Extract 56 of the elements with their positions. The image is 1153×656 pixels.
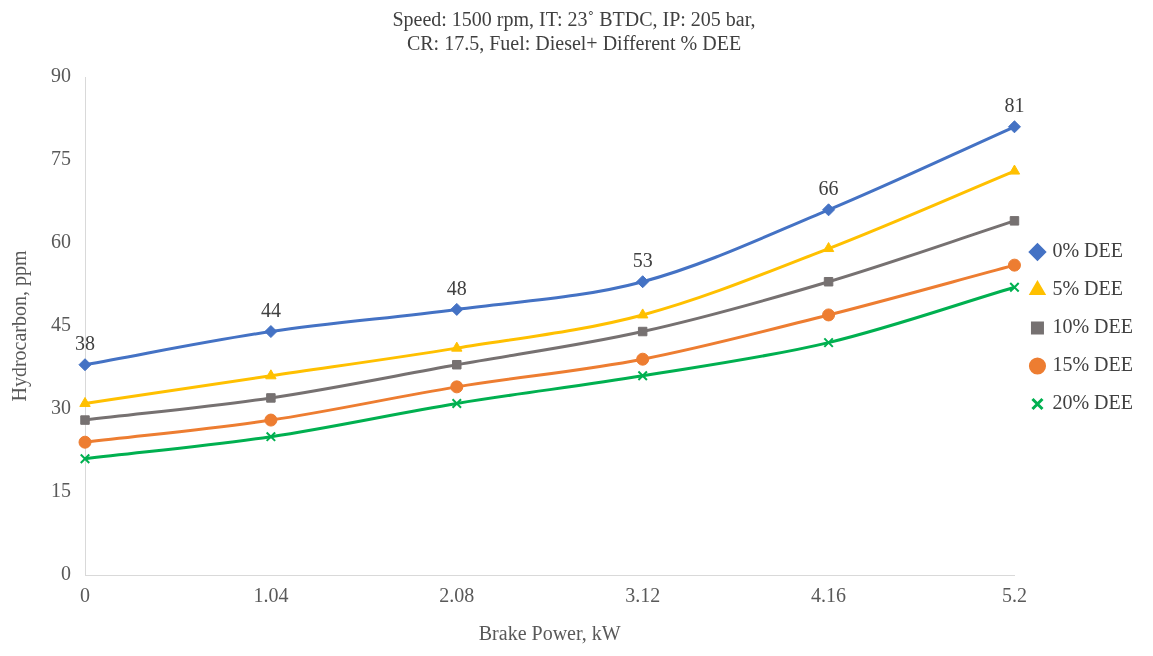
point [265, 431, 277, 442]
legend-label: 20% DEE [1052, 391, 1134, 414]
point [636, 275, 650, 289]
point [637, 326, 648, 337]
point [79, 453, 91, 465]
point [1007, 120, 1021, 134]
y-tick-label: 75 [51, 147, 71, 170]
y-axis-title: Hydrocarbon, ppm [8, 250, 32, 402]
point [1009, 216, 1020, 226]
point [637, 370, 648, 382]
point [822, 203, 836, 217]
point [1007, 258, 1021, 272]
y-tick-label: 45 [51, 313, 71, 336]
data-label: 48 [446, 276, 467, 299]
chart-title: Speed: 1500 rpm, IT: 23˚ BTDC, IP: 205 bar, CR: 17.5, Fuel: Diesel+ Different % DEE [392, 8, 756, 55]
point [450, 380, 464, 394]
x-axis-title: Brake Power, kW [478, 622, 621, 645]
x-tick-label: 3.12 [625, 584, 661, 607]
point [451, 341, 463, 352]
point [450, 302, 464, 316]
point [78, 435, 92, 449]
x-tick-label: 1.04 [253, 584, 289, 607]
point [1008, 164, 1021, 175]
legend-label: 0% DEE [1052, 239, 1124, 262]
x-tick-label: 0 [80, 584, 90, 607]
data-label: 53 [632, 248, 653, 271]
point [264, 325, 278, 339]
point [823, 276, 834, 287]
point [264, 413, 278, 427]
data-label: 66 [818, 177, 839, 200]
x-tick-label: 5.2 [1001, 584, 1027, 607]
data-label: 38 [75, 331, 95, 354]
data-label: 44 [260, 298, 281, 321]
y-tick-label: 0 [61, 562, 71, 585]
point [80, 415, 90, 425]
legend-label: 5% DEE [1052, 277, 1124, 300]
point [823, 337, 834, 348]
point [79, 396, 91, 407]
y-tick-label: 15 [51, 479, 71, 502]
point [451, 398, 463, 409]
point [452, 359, 462, 370]
point [266, 393, 276, 403]
y-tick-label: 60 [51, 230, 71, 253]
x-tick-label: 4.16 [811, 584, 847, 607]
point [822, 308, 836, 322]
point [636, 308, 649, 319]
point [78, 358, 92, 372]
point [636, 352, 650, 366]
data-label: 81 [1004, 94, 1025, 117]
point [265, 369, 277, 380]
legend-label: 15% DEE [1052, 353, 1134, 376]
legend-label: 10% DEE [1052, 315, 1134, 338]
y-tick-label: 30 [51, 396, 71, 419]
x-tick-label: 2.08 [439, 584, 475, 607]
y-tick-label: 90 [51, 64, 71, 87]
point [1009, 282, 1020, 293]
